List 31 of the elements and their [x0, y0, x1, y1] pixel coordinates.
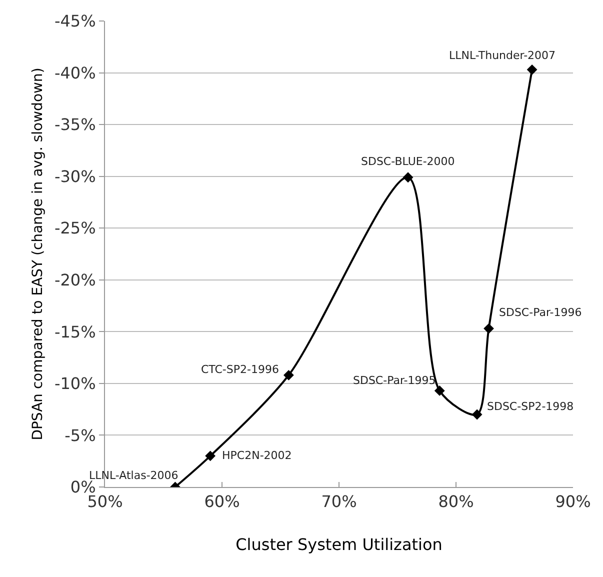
y-tick-label: -30% [54, 166, 96, 186]
annotation: SDSC-SP2-1998 [487, 400, 574, 413]
y-tick-label: -10% [54, 374, 96, 394]
y-tick-label: -35% [54, 115, 96, 134]
point [526, 64, 538, 75]
x-tick-label: 80% [438, 492, 474, 512]
annotation: SDSC-BLUE-2000 [361, 155, 455, 168]
point [484, 323, 494, 334]
annotation: HPC2N-2002 [222, 449, 292, 462]
point [402, 172, 414, 183]
y-axis-title: DPSAn compared to EASY (change in avg. slowdown) [30, 68, 46, 440]
y-tick-label: -15% [54, 322, 96, 342]
point [472, 409, 482, 420]
y-tick-label: -20% [54, 270, 96, 290]
point [283, 370, 294, 380]
annotation: SDSC-Par-1996 [499, 306, 582, 319]
x-tick-label: 90% [555, 492, 591, 512]
x-tick-label: 50% [87, 492, 123, 512]
annotation: LLNL-Thunder-2007 [449, 49, 556, 62]
annotation: CTC-SP2-1996 [201, 363, 279, 376]
y-tick-label: -5% [64, 426, 96, 445]
x-axis-title: Cluster System Utilization [236, 534, 442, 554]
point [205, 450, 216, 462]
x-tick-label: 60% [204, 492, 240, 512]
annotation: LLNL-Atlas-2006 [89, 469, 178, 482]
y-tick-label: -40% [54, 63, 96, 82]
point [434, 385, 445, 396]
y-tick-label: -25% [54, 218, 96, 238]
annotation: SDSC-Par-1995 [353, 374, 436, 387]
y-tick-label: -45% [54, 12, 96, 31]
x-tick-label: 70% [321, 492, 357, 512]
